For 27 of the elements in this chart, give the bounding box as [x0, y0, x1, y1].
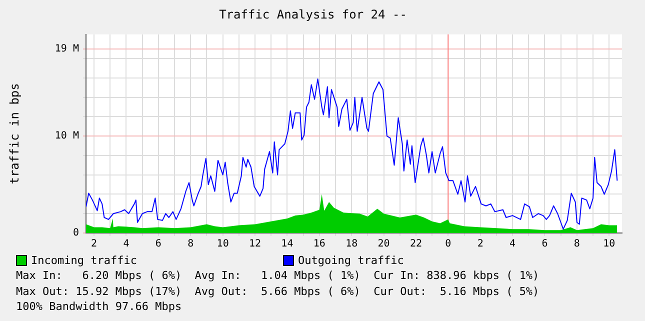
x-tick-label: 0 — [445, 238, 452, 250]
x-tick-label: 10 — [216, 238, 229, 250]
text: 100% Bandwidth 97.66 Mbps — [16, 299, 183, 314]
text: Max In: 6.20 Mbps ( 6%) Avg In: 1.04 Mbps ( 1%) Cur In: 838.96 kbps ( 1%) — [16, 268, 540, 284]
x-tick-label: 22 — [410, 238, 422, 250]
x-tick-label: 2 — [91, 238, 98, 250]
y-tick-label: 19 M — [54, 44, 79, 55]
y-axis-title: traffic in bps — [7, 83, 22, 184]
x-tick-label: 12 — [248, 238, 262, 250]
x-tick-label: 2 — [477, 238, 484, 250]
x-tick-label: 4 — [510, 238, 516, 250]
x-tick-label: 20 — [378, 238, 390, 250]
legend-label: Outgoing traffic — [298, 254, 404, 267]
x-tick-label: 6 — [542, 238, 548, 250]
chart-title: Traffic Analysis for 24 -- — [219, 7, 407, 22]
text: Max Out: 15.92 Mbps (17%) Avg Out: 5.66 Mbps ( 6%) Cur Out: 5.16 Mbps ( 5%) — [16, 284, 540, 299]
x-tick-label: 6 — [155, 238, 162, 250]
x-tick-label: 8 — [188, 238, 194, 250]
x-tick-label: 10 — [603, 238, 616, 250]
x-tick-label: 8 — [574, 238, 580, 250]
x-tick-label: 18 — [346, 238, 358, 250]
y-tick-label: 0 — [72, 228, 79, 239]
legend-label: Incoming traffic — [31, 254, 137, 267]
x-tick-label: 14 — [281, 238, 294, 250]
x-tick-label: 4 — [123, 238, 130, 250]
x-tick-label: 16 — [313, 238, 326, 250]
y-tick-label: 10 M — [54, 130, 79, 142]
